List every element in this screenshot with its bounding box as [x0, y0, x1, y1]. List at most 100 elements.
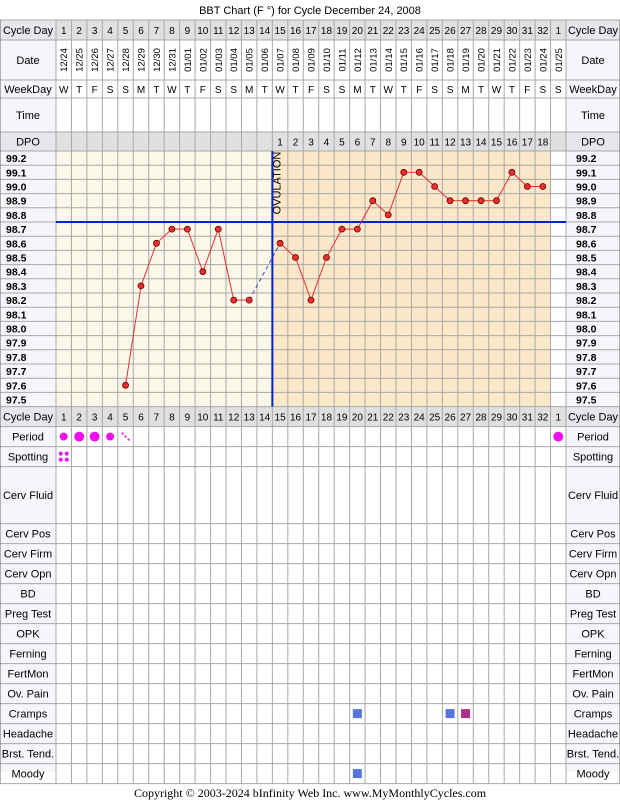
cycle-day-label-lower: 1	[555, 413, 561, 424]
temp-point	[168, 225, 176, 233]
temp-label-left: 98.5	[6, 253, 27, 265]
cycle-day-label-lower: 31	[522, 413, 534, 424]
weekday-label: T	[478, 85, 484, 96]
temp-label-left: 98.7	[6, 224, 27, 236]
weekday-label: M	[353, 85, 361, 96]
date-label: 01/07	[276, 48, 287, 72]
temp-point	[214, 225, 222, 233]
date-label: 01/10	[322, 48, 333, 72]
weekday-label: T	[401, 85, 407, 96]
temp-label-right: 97.9	[576, 338, 597, 350]
cycle-day-label: 28	[475, 26, 487, 37]
date-label: 01/11	[337, 48, 348, 71]
blue-square-marker	[352, 769, 362, 779]
temp-line-segment	[125, 285, 142, 386]
purple-square-marker	[461, 709, 471, 719]
cycle-day-label: 18	[321, 26, 333, 37]
row-label-fertmon-right: FertMon	[573, 669, 614, 681]
temp-label-left: 97.7	[6, 366, 27, 378]
temp-label-right: 97.6	[576, 380, 597, 392]
cycle-day-label: 17	[305, 26, 317, 37]
cycle-day-label: 9	[185, 26, 191, 37]
spotting-dot	[64, 451, 69, 456]
date-label: 12/29	[137, 48, 148, 72]
row-label-opk-right: OPK	[581, 629, 605, 641]
row-label-time-right: Time	[581, 110, 605, 122]
temp-label-left: 99.1	[6, 167, 27, 179]
cycle-day-label: 32	[537, 26, 549, 37]
dpo-label: 7	[370, 138, 376, 149]
temp-label-left: 98.1	[6, 309, 27, 321]
cycle-day-label: 25	[429, 26, 441, 37]
row-label-period-left: Period	[12, 432, 44, 444]
chart-title: BBT Chart (F °) for Cycle December 24, 2…	[199, 5, 421, 17]
temp-point	[539, 183, 547, 190]
temp-label-right: 97.8	[576, 352, 597, 364]
temp-point	[307, 296, 315, 304]
row-label-cerv-pos-right: Cerv Pos	[570, 529, 616, 541]
cycle-day-label: 29	[491, 26, 503, 37]
weekday-label: F	[308, 85, 314, 96]
dpo-label: 18	[537, 138, 549, 149]
row-label-dpo-right: DPO	[581, 137, 605, 149]
date-label: 01/08	[291, 48, 302, 72]
cycle-day-label: 23	[398, 26, 410, 37]
temp-line-segment	[356, 200, 374, 230]
row-label-cycle-day-lower-right: Cycle Day	[568, 412, 619, 424]
cycle-day-label-lower: 13	[244, 413, 256, 424]
period-heavy-marker	[89, 431, 100, 442]
weekday-label: T	[370, 85, 376, 96]
cycle-day-label-lower: 21	[367, 413, 379, 424]
date-label: 01/12	[353, 48, 364, 72]
period-spotting-dot	[127, 438, 130, 441]
temp-label-right: 98.2	[576, 295, 597, 307]
dpo-label: 11	[429, 138, 440, 149]
row-label-spotting-left: Spotting	[8, 452, 48, 464]
temp-point	[446, 197, 454, 205]
temp-label-right: 98.6	[576, 238, 597, 250]
cycle-day-label-lower: 5	[123, 413, 129, 424]
row-label-ferning-left: Ferning	[9, 649, 46, 661]
right-label-column-bg	[566, 20, 620, 772]
temp-point	[369, 197, 377, 205]
cycle-day-label: 15	[275, 26, 287, 37]
temp-label-left: 98.4	[6, 267, 27, 279]
temp-line-segment	[310, 257, 327, 301]
weekday-label: S	[107, 85, 114, 96]
date-label: 12/28	[121, 48, 132, 72]
weekday-label: T	[262, 85, 268, 96]
date-label: 12/24	[59, 48, 70, 72]
temp-label-right: 98.8	[576, 210, 597, 222]
temp-line-segment	[202, 228, 219, 272]
cycle-day-row-bg	[0, 406, 620, 427]
row-label-bd-left: BD	[20, 589, 35, 601]
weekday-label: F	[200, 85, 206, 96]
cycle-day-label-lower: 26	[445, 413, 457, 424]
row-label-cerv-fluid-left: Cerv Fluid	[3, 490, 53, 502]
temp-point	[523, 183, 531, 190]
temp-label-left: 98.9	[6, 196, 27, 208]
row-label-headache-left: Headache	[3, 729, 53, 741]
temp-label-right: 99.2	[576, 153, 597, 165]
cycle-day-label: 8	[169, 26, 175, 37]
date-label: 01/05	[245, 48, 256, 72]
temp-point	[338, 225, 346, 233]
temp-point	[199, 268, 207, 276]
period-heavy-marker	[74, 431, 85, 442]
row-label-ferning-right: Ferning	[574, 649, 611, 661]
dpo-label: 10	[414, 138, 426, 149]
weekday-label: W	[275, 85, 285, 96]
date-label: 01/16	[415, 48, 426, 72]
row-label-cerv-fluid-right: Cerv Fluid	[568, 490, 618, 502]
temp-point	[276, 239, 284, 247]
temp-label-right: 98.1	[576, 309, 597, 321]
row-label-fertmon-left: FertMon	[8, 669, 49, 681]
temp-label-right: 98.4	[576, 267, 597, 279]
cycle-day-label-lower: 18	[321, 413, 333, 424]
date-label: 01/17	[430, 48, 441, 72]
date-label: 12/25	[75, 48, 86, 72]
temp-point	[122, 381, 129, 389]
dpo-label: 5	[339, 138, 345, 149]
cycle-day-label-lower: 15	[275, 413, 287, 424]
temp-label-left: 98.2	[6, 295, 27, 307]
